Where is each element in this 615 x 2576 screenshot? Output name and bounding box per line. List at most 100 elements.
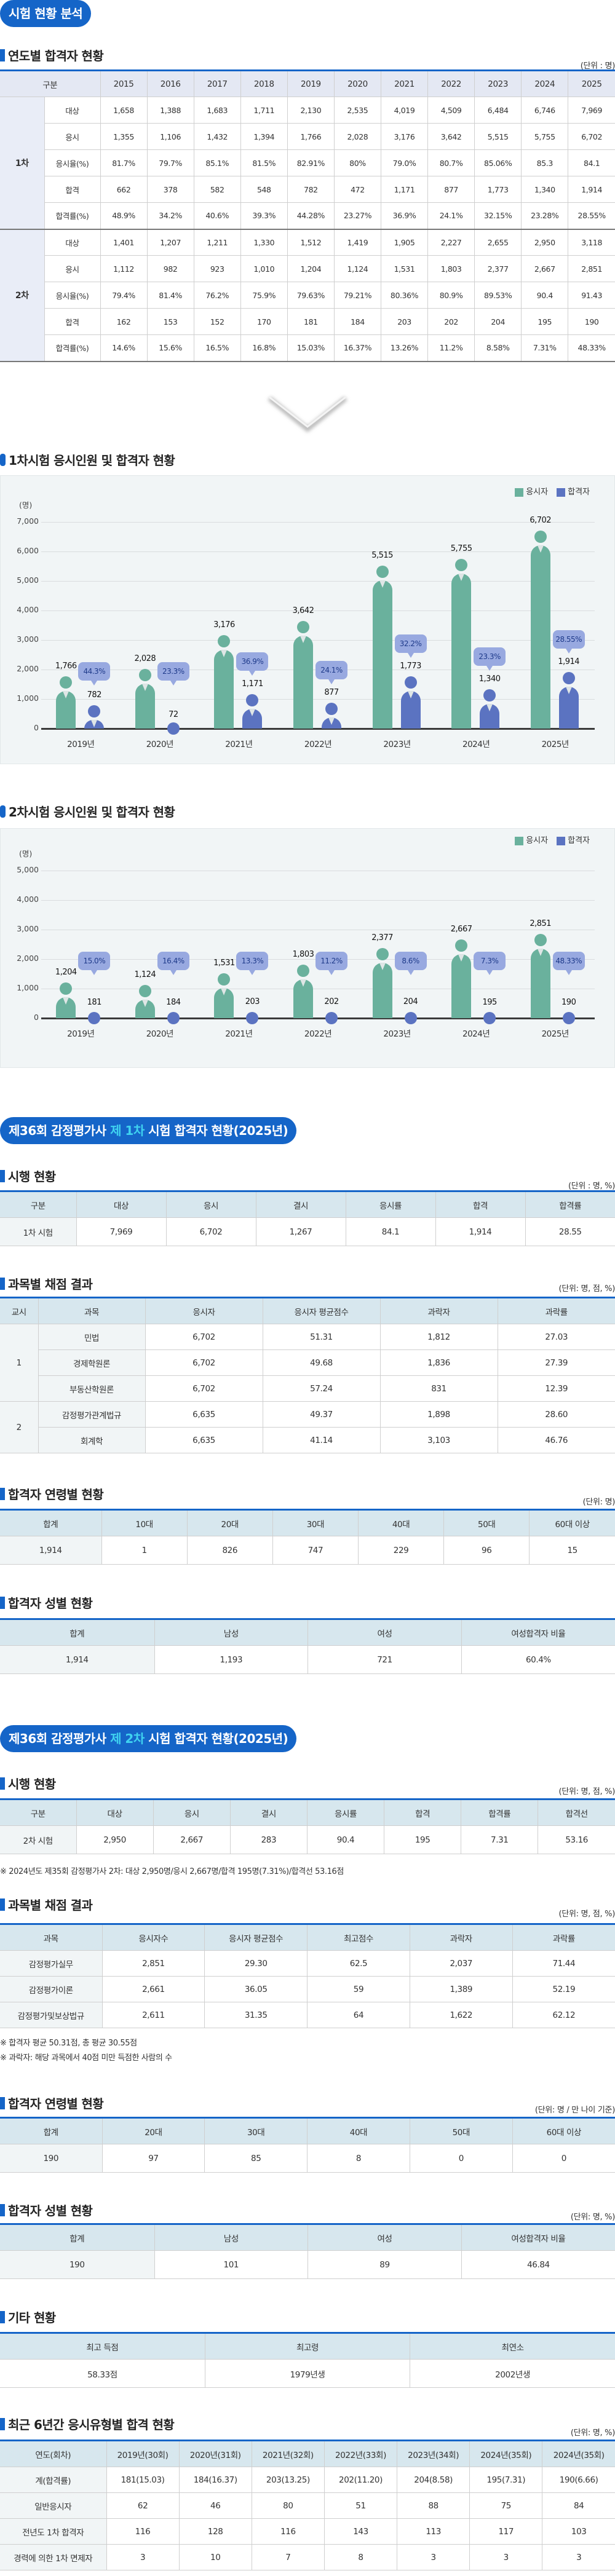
yearly-table: 구분 2015 2016 2017 2018 2019 2020 2021 20… <box>0 69 615 362</box>
table-cell: 826 <box>186 1536 273 1565</box>
table-row: 응시율(%) 81.7% 79.7% 85.1% 81.5% 82.91% 80% 79.0%… <box>0 149 615 176</box>
gridline <box>41 900 595 901</box>
subject-name: 민법 <box>38 1324 146 1350</box>
second-gender-table: 합계 남성 여성 여성합격자 비율 190 101 89 46.84 <box>0 2223 615 2279</box>
table-row: 경제학원론 6,702 49.68 1,836 27.39 <box>0 1349 615 1376</box>
applicant-bar <box>372 566 392 729</box>
table-cell: 2,661 <box>101 1976 205 2002</box>
table-cell: 1,812 <box>379 1324 498 1350</box>
table-cell: 204 <box>474 308 522 335</box>
table-cell: 32.15% <box>474 202 522 229</box>
header-cell: 과락자 <box>379 1297 498 1324</box>
header-cell: 2020년(31회) <box>178 2440 252 2467</box>
passer-bar <box>559 1012 579 1024</box>
etc-table: 최고 득점 최고령 최연소 58.33점 1979년생 2002년생 <box>0 2332 615 2388</box>
applicant-bar <box>135 985 155 1018</box>
x-tick-label: 2022년 <box>304 1029 332 1039</box>
table-cell: 89 <box>308 2250 462 2279</box>
table-cell: 28.55 <box>525 1217 615 1246</box>
unit-label: (단위: 명, %) <box>570 2213 615 2222</box>
legend-label: 합격자 <box>568 836 590 845</box>
table-cell: 11.2% <box>427 334 475 362</box>
passer-bar <box>400 676 421 729</box>
table-cell: 1,124 <box>333 255 381 282</box>
person-head-icon <box>376 566 389 579</box>
header-cell: 결시 <box>229 1799 308 1826</box>
period-cell: 2 <box>0 1401 39 1453</box>
person-body-icon <box>480 703 500 729</box>
x-tick-label: 2019년 <box>67 740 95 749</box>
table-cell: 195 <box>384 1825 462 1854</box>
table-cell: 46.84 <box>461 2250 615 2279</box>
person-body-icon <box>293 636 313 729</box>
footnote: ※ 합격자 평균 50.31점, 총 평균 30.55점 <box>0 2039 137 2048</box>
section-title-text: 과목별 채점 결과 <box>8 1277 93 1292</box>
table-cell: 75 <box>469 2492 543 2519</box>
table-cell: 203 <box>380 308 429 335</box>
person-head-icon <box>218 634 231 647</box>
section-title-text: 연도별 합격자 현황 <box>8 49 104 63</box>
table-cell: 1,211 <box>193 228 241 256</box>
passer-swatch-icon <box>557 488 566 497</box>
badge-highlight: 제 1차 <box>110 1123 145 1138</box>
table-cell: 190 <box>0 2144 103 2173</box>
tie-icon <box>249 708 256 716</box>
header-cell: 2018 <box>240 70 288 97</box>
table-cell: 1,531 <box>380 255 429 282</box>
second-status-table: 구분 대상 응시 결시 응시률 합격 합격률 합격선 2차 시험 2,950 2,667 283 90.… <box>0 1798 615 1854</box>
row-label: 감정평가및보상법규 <box>0 2002 103 2028</box>
table-cell: 12.39 <box>497 1375 615 1402</box>
y-tick-label: 1,000 <box>17 983 39 992</box>
person-head-icon <box>455 558 468 571</box>
section-title-text: 합격자 연령별 현황 <box>8 2096 104 2111</box>
table-cell: 58.33점 <box>0 2359 205 2388</box>
table-cell: 64 <box>307 2002 410 2028</box>
table-cell: 1,622 <box>409 2002 513 2028</box>
person-head-icon <box>483 689 496 701</box>
title-bar-icon <box>0 2203 5 2216</box>
header-cell: 응시자 평균점수 <box>262 1297 381 1324</box>
table-cell: 6,484 <box>474 97 522 124</box>
section-title-gender1: 합격자 성별 현황 <box>0 1594 93 1611</box>
x-axis-line <box>41 728 595 730</box>
table-cell: 1,340 <box>521 176 569 203</box>
person-body-icon <box>242 708 263 729</box>
history-table: 연도(회차) 2019년(30회) 2020년(31회) 2021년(32회) 2022… <box>0 2440 615 2570</box>
y-tick-label: 7,000 <box>17 516 39 526</box>
table-cell: 48.9% <box>100 202 148 229</box>
header-cell: 50대 <box>409 2117 513 2144</box>
header-cell: 2022 <box>427 70 475 97</box>
table-row: 응시 1,112 982 923 1,010 1,204 1,124 1,531 1,803 2,… <box>0 255 615 282</box>
applicant-value-label: 2,667 <box>450 924 472 934</box>
table-row: 감정평가이론 2,661 36.05 59 1,389 52.19 <box>0 1976 615 2002</box>
table-cell: 2,130 <box>287 97 335 124</box>
table-cell: 2,535 <box>333 97 381 124</box>
pass-rate-bubble: 13.3% <box>236 952 269 975</box>
person-head-icon <box>167 722 180 735</box>
applicant-bar <box>214 973 234 1018</box>
passer-bar <box>322 702 341 729</box>
unit-label: (단위 : 명) <box>580 61 615 71</box>
x-tick-label: 2023년 <box>383 740 411 749</box>
footnote: ※ 과락자: 해당 과목에서 40점 미만 득점한 사람의 수 <box>0 2053 172 2063</box>
table-row: 2 감정평가관계법규 6,635 49.37 1,898 28.60 <box>0 1401 615 1453</box>
table-cell: 1,914 <box>435 1217 526 1246</box>
table-cell: 3,642 <box>427 123 475 150</box>
table-cell: 1,207 <box>146 228 194 256</box>
x-tick-label: 2023년 <box>383 1029 411 1039</box>
applicant-bar <box>293 965 313 1018</box>
person-body-icon <box>293 979 313 1018</box>
header-cell: 합계 <box>0 1619 155 1646</box>
y-tick-label: 5,000 <box>17 575 39 585</box>
passer-bar <box>164 1012 183 1024</box>
row-label: 경력에 의한 1차 면제자 <box>0 2544 107 2570</box>
section-title-subjects2: 과목별 채점 결과 <box>0 1895 93 1913</box>
gridline <box>41 640 595 641</box>
x-tick-label: 2024년 <box>462 740 490 749</box>
section-title-chart2: 2차시험 응시인원 및 합격자 현황 <box>0 802 175 820</box>
person-head-icon <box>60 676 73 689</box>
tie-icon <box>63 691 69 699</box>
title-bar-icon <box>0 2096 5 2109</box>
header-cell: 40대 <box>357 1509 445 1536</box>
table-cell: 23.28% <box>521 202 569 229</box>
